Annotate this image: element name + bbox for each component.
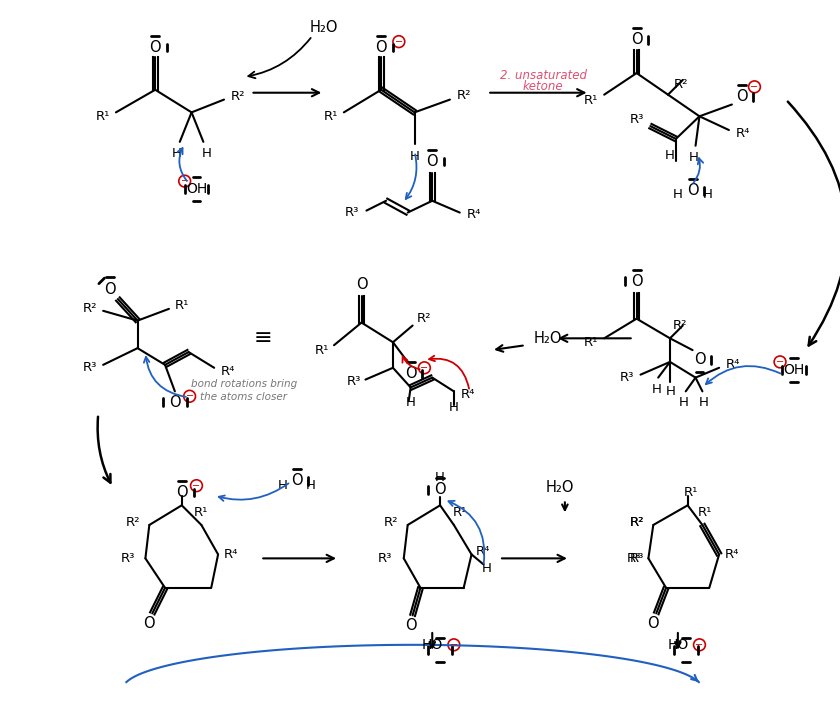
Text: H: H <box>406 396 416 409</box>
Text: R²: R² <box>629 515 643 528</box>
Text: H: H <box>202 147 211 160</box>
Text: R³: R³ <box>83 361 97 375</box>
Text: H: H <box>665 149 675 162</box>
Text: O: O <box>687 184 698 199</box>
Text: H₂O: H₂O <box>534 331 563 346</box>
Text: O: O <box>375 40 387 55</box>
Text: O: O <box>150 40 161 55</box>
Text: R²: R² <box>230 90 245 103</box>
Text: −: − <box>186 392 194 402</box>
Text: −: − <box>696 640 704 650</box>
Text: HO: HO <box>667 638 689 651</box>
Text: R³: R³ <box>344 206 359 219</box>
Text: R⁴: R⁴ <box>221 365 235 378</box>
Text: H: H <box>481 562 491 575</box>
Text: O: O <box>291 473 302 488</box>
Text: ≡: ≡ <box>254 328 273 348</box>
Text: R⁴: R⁴ <box>725 548 739 561</box>
Text: R⁴: R⁴ <box>223 548 238 561</box>
Text: H: H <box>410 150 419 163</box>
Text: R³: R³ <box>346 375 361 388</box>
Text: R²: R² <box>629 515 643 528</box>
Text: R¹: R¹ <box>584 94 599 107</box>
Text: HO: HO <box>422 638 443 651</box>
Text: R²: R² <box>674 78 688 91</box>
Text: bond rotations bring: bond rotations bring <box>191 379 297 389</box>
Text: H: H <box>666 385 676 398</box>
Text: R⁴: R⁴ <box>476 545 491 558</box>
Text: O: O <box>631 32 643 47</box>
Text: O: O <box>648 616 659 631</box>
Text: O: O <box>427 154 438 169</box>
Text: −: − <box>420 363 428 373</box>
Text: R¹: R¹ <box>453 506 467 519</box>
Text: H₂O: H₂O <box>310 21 339 36</box>
Text: O: O <box>176 485 187 500</box>
Text: H: H <box>306 479 315 492</box>
Text: −: − <box>776 357 784 367</box>
Text: the atoms closer: the atoms closer <box>200 392 287 402</box>
Text: R¹: R¹ <box>96 110 110 122</box>
Text: O: O <box>434 482 446 497</box>
Text: O: O <box>405 366 417 381</box>
Text: R²: R² <box>673 319 687 332</box>
Text: R³: R³ <box>629 112 643 126</box>
Text: H: H <box>689 151 699 164</box>
Text: O: O <box>631 274 643 289</box>
Text: R⁴: R⁴ <box>460 388 475 401</box>
Text: −: − <box>750 82 759 92</box>
Text: R⁴: R⁴ <box>736 127 750 140</box>
Text: H: H <box>435 471 445 484</box>
Text: R¹: R¹ <box>684 486 698 499</box>
Text: R¹: R¹ <box>194 506 208 519</box>
Text: R³: R³ <box>378 552 392 565</box>
Text: H₂O: H₂O <box>546 480 575 495</box>
Text: ketone: ketone <box>523 80 564 93</box>
Text: O: O <box>355 277 367 292</box>
Text: H: H <box>673 189 683 201</box>
Text: O: O <box>694 352 706 367</box>
Text: R¹: R¹ <box>175 300 189 313</box>
Text: R⁴: R⁴ <box>466 208 480 221</box>
Text: R²: R² <box>417 312 432 325</box>
Text: H: H <box>172 147 181 160</box>
Text: R¹: R¹ <box>315 344 329 357</box>
Text: 2. unsaturated: 2. unsaturated <box>500 68 587 82</box>
Text: R²: R² <box>384 515 398 528</box>
Text: H: H <box>449 401 459 414</box>
Text: R³: R³ <box>120 552 135 565</box>
Text: H: H <box>651 383 661 396</box>
Text: O: O <box>104 282 116 297</box>
Text: R¹: R¹ <box>324 110 339 122</box>
Text: O: O <box>405 618 417 633</box>
Text: O: O <box>169 394 181 409</box>
Text: O: O <box>144 616 155 631</box>
Text: R³: R³ <box>620 371 634 384</box>
Text: R¹: R¹ <box>584 336 599 349</box>
Text: −: − <box>192 481 201 491</box>
Text: −: − <box>395 36 403 46</box>
Text: OH: OH <box>186 182 207 196</box>
Text: R³: R³ <box>629 552 643 565</box>
Text: R⁴: R⁴ <box>726 358 740 372</box>
Text: O: O <box>736 89 748 104</box>
Text: H: H <box>679 396 689 409</box>
Text: −: − <box>181 176 189 186</box>
Text: H: H <box>702 189 712 201</box>
Text: H: H <box>278 479 288 492</box>
Text: R³: R³ <box>627 552 641 565</box>
Text: R¹: R¹ <box>698 506 712 519</box>
Text: H: H <box>698 396 708 409</box>
Text: R²: R² <box>83 303 97 315</box>
Text: R²: R² <box>456 89 471 102</box>
Text: −: − <box>449 640 458 650</box>
Text: R²: R² <box>125 515 140 528</box>
Text: OH: OH <box>783 362 805 377</box>
